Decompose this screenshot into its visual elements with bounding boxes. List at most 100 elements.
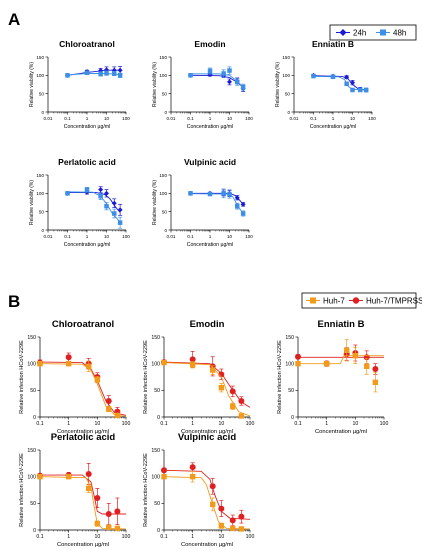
- chart-b-perlatolic-acid-series-huh-7-tmprss2-point: [37, 473, 43, 480]
- legend-b-tmprss2-label: Huh-7/TMPRSS2: [366, 297, 422, 306]
- chart-a-chloroatranol-xtick-label: 100: [122, 116, 130, 121]
- chart-b-chloroatranol-series-huh-7-point: [65, 354, 72, 361]
- chart-b-chloroatranol-series-huh-7: [37, 352, 127, 417]
- chart-a-enniatin-b-ytick-label: 150: [282, 55, 290, 60]
- chart-b-emodin-ytick-label: 100: [151, 361, 160, 367]
- chart-a-perlatolic-acid-series-48h-point: [112, 211, 117, 216]
- chart-b-perlatolic-acid-xtick-label: 100: [122, 534, 131, 540]
- chart-b-chloroatranol-xtick-label: 0.1: [36, 421, 43, 427]
- chart-b-enniatin-b-xtick-label: 1: [325, 421, 328, 427]
- chart-b-vulpinic-acid-series-huh-7-point: [209, 483, 216, 490]
- chart-a-perlatolic-acid-ytick-label: 150: [36, 173, 44, 178]
- chart-b-enniatin-b-xtick-label: 100: [380, 421, 389, 427]
- chart-a-chloroatranol-xtick-label: 10: [104, 116, 110, 121]
- chart-a-emodin-series-48h-point: [235, 79, 240, 85]
- chart-b-vulpinic-acid-series-huh-7-tmprss2: [161, 470, 251, 532]
- chart-b-perlatolic-acid-series-huh-7-tmprss2: [37, 473, 127, 532]
- chart-a-perlatolic-acid-series-24h-fit-line: [67, 192, 121, 213]
- chart-a-enniatin-b-xtick-label: 0.1: [310, 116, 317, 121]
- chart-a-perlatolic-acid-series-48h-point: [104, 203, 109, 209]
- chart-b-enniatin-b-xtick-label: 10: [352, 421, 358, 427]
- chart-a-perlatolic-acid-xtick-label: 10: [104, 234, 110, 239]
- chart-b-emodin-ylabel: Relative infection HCoV-229E: [143, 340, 149, 414]
- chart-a-perlatolic-acid: Perlatolic acid 0 50 100 150 0.01 0.1 1 10 100 Con…: [29, 157, 130, 248]
- chart-a-perlatolic-acid-series-48h-point: [84, 187, 90, 192]
- chart-a-perlatolic-acid-xtick-label: 0.01: [44, 234, 53, 239]
- chart-b-chloroatranol-series-huh-7-tmprss2-point: [37, 360, 43, 367]
- chart-b-vulpinic-acid-xtick-label: 10: [218, 534, 224, 540]
- chart-b-emodin-ytick-label: 0: [157, 415, 160, 421]
- chart-a-emodin-ytick-label: 0: [164, 110, 167, 115]
- chart-a-enniatin-b: Enniatin B 0 50 100 150 0.01 0.1 1 10 100 Concentr…: [275, 39, 376, 130]
- chart-b-vulpinic-acid-series-huh-7-tmprss2-point: [238, 526, 245, 532]
- chart-a-emodin-ytick-label: 150: [159, 55, 167, 60]
- chart-b-perlatolic-acid-series-huh-7-tmprss2-point: [94, 520, 101, 527]
- chart-b-chloroatranol: Chloroatranol 0 50 100 150 0.1 1 10 100 Concentra…: [19, 319, 130, 435]
- chart-a-vulpinic-acid: Vulpinic acid 0 50 100 150 0.01 0.1 1 10 100 Conce…: [152, 157, 253, 248]
- chart-a-enniatin-b-xtick-label: 10: [350, 116, 356, 121]
- chart-a-chloroatranol-series-24h-point: [117, 67, 123, 73]
- chart-b-vulpinic-acid-ytick-label: 50: [154, 501, 160, 507]
- chart-a-emodin-series-48h-point: [221, 71, 226, 76]
- chart-b-chloroatranol-ytick-label: 150: [27, 335, 36, 341]
- chart-b-perlatolic-acid-title: Perlatolic acid: [51, 432, 116, 443]
- chart-b-vulpinic-acid: Vulpinic acid 0 50 100 150 0.1 1 10 100 Concentra…: [143, 432, 254, 548]
- chart-b-vulpinic-acid-xlabel: Concentration µg/ml: [181, 542, 233, 548]
- chart-b-chloroatranol-series-huh-7-tmprss2-point: [114, 412, 121, 419]
- chart-a-emodin-ylabel: Relative viability (%): [152, 62, 158, 107]
- chart-b-emodin-series-huh-7: [161, 351, 251, 408]
- chart-b-vulpinic-acid-ytick-label: 150: [151, 448, 160, 454]
- chart-b-perlatolic-acid-xtick-label: 10: [94, 534, 100, 540]
- chart-a-emodin-series-48h-point: [227, 68, 232, 73]
- chart-b-vulpinic-acid-series-huh-7-tmprss2-point: [189, 473, 196, 480]
- chart-a-chloroatranol-series-48h-point: [104, 70, 109, 76]
- chart-b-chloroatranol-xtick-label: 1: [67, 421, 70, 427]
- chart-b-emodin-xlabel: Concentration µg/ml: [181, 429, 233, 435]
- chart-b-emodin-xtick-label: 100: [246, 421, 255, 427]
- chart-a-vulpinic-acid-ytick-label: 50: [162, 209, 168, 214]
- chart-b-emodin-xtick-label: 10: [218, 421, 224, 427]
- legend-a-box: [329, 24, 417, 41]
- chart-a-vulpinic-acid-ytick-label: 0: [164, 228, 167, 233]
- chart-a-vulpinic-acid-series-24h-point: [240, 201, 246, 207]
- chart-a-emodin-series-24h-point: [207, 72, 213, 78]
- chart-b-vulpinic-acid-series-huh-7-point: [218, 505, 225, 512]
- chart-b-vulpinic-acid-series-huh-7-tmprss2-fit-line: [163, 476, 251, 530]
- chart-b-chloroatranol-ytick-label: 100: [27, 361, 36, 367]
- chart-a-enniatin-b-ylabel: Relative viability (%): [275, 62, 281, 107]
- chart-b-vulpinic-acid-series-huh-7-point: [189, 464, 196, 471]
- chart-b-perlatolic-acid-series-huh-7-tmprss2-point: [114, 525, 121, 532]
- chart-a-enniatin-b-series-48h-point: [344, 81, 349, 87]
- chart-b-enniatin-b-series-huh-7-point: [295, 353, 301, 360]
- chart-a-chloroatranol-xtick-label: 0.1: [64, 116, 71, 121]
- chart-b-enniatin-b-series-huh-7-tmprss2-point: [352, 352, 359, 359]
- chart-a-vulpinic-acid-xtick-label: 0.1: [187, 234, 194, 239]
- chart-a-chloroatranol: Chloroatranol 0 50 100 150 0.01 0.1 1 10 100 Conce…: [29, 39, 130, 130]
- legend-a-48h-label: 48h: [393, 29, 406, 38]
- chart-b-emodin-series-huh-7-tmprss2-point: [230, 403, 236, 410]
- chart-a-perlatolic-acid-ytick-label: 0: [41, 228, 44, 233]
- chart-a-vulpinic-acid-xtick-label: 10: [227, 234, 233, 239]
- chart-b-vulpinic-acid-xtick-label: 100: [246, 534, 255, 540]
- chart-b-perlatolic-acid-ytick-label: 100: [27, 474, 36, 480]
- chart-b-chloroatranol-series-huh-7-tmprss2-point: [65, 360, 72, 367]
- legend-b-huh7-label: Huh-7: [323, 297, 345, 306]
- chart-b-perlatolic-acid-ytick-label: 150: [27, 448, 36, 454]
- chart-a-perlatolic-acid-ytick-label: 50: [39, 209, 45, 214]
- chart-b-vulpinic-acid-series-huh-7-point: [238, 513, 245, 520]
- chart-b-emodin-title: Emodin: [190, 319, 225, 330]
- chart-a-enniatin-b-ytick-label: 100: [282, 73, 290, 78]
- chart-b-chloroatranol-series-huh-7-tmprss2: [37, 360, 127, 419]
- chart-b-chloroatranol-title: Chloroatranol: [52, 319, 114, 330]
- chart-b-emodin-series-huh-7-tmprss2-point: [218, 384, 225, 391]
- chart-a-perlatolic-acid-xtick-label: 0.1: [64, 234, 71, 239]
- legend-b: Huh-7 Huh-7/TMPRSS2: [301, 292, 422, 309]
- chart-a-enniatin-b-series-48h-point: [363, 87, 369, 93]
- chart-a-emodin-series-48h-point: [188, 73, 193, 78]
- chart-b-vulpinic-acid-xtick-label: 1: [191, 534, 194, 540]
- chart-b-enniatin-b-series-huh-7-tmprss2-fit-line: [298, 355, 384, 365]
- chart-b-vulpinic-acid-ytick-label: 100: [151, 474, 160, 480]
- chart-b-enniatin-b-xtick-label: 0.1: [294, 421, 301, 427]
